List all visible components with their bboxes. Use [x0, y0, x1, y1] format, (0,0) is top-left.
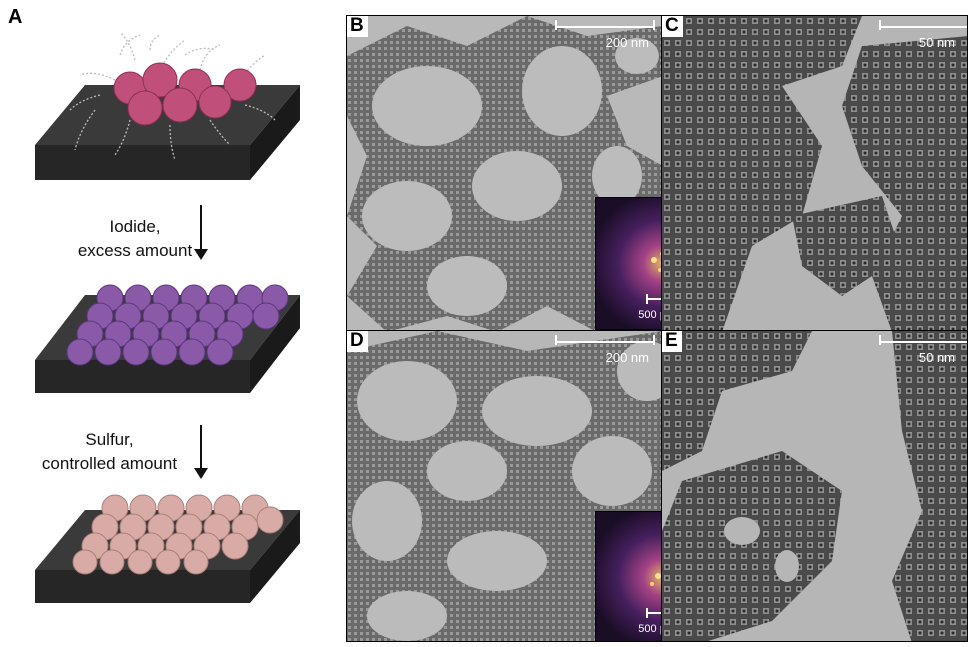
- tem-image-e: [662, 331, 967, 641]
- scale-bar-e: 50 nm: [879, 335, 967, 369]
- tem-panel-e: E 50 nm: [661, 330, 968, 642]
- scale-bar-label-b: 200 nm: [605, 35, 649, 50]
- step2-text: Sulfur, controlled amount: [22, 428, 197, 476]
- tem-image-c: [662, 16, 967, 330]
- tem-panel-c: C 50 nm: [661, 15, 968, 331]
- tem-panel-d: D 200 nm 500 µm⁻¹: [346, 330, 662, 642]
- fft-pattern-b: [596, 198, 661, 329]
- step1-text: Iodide, excess amount: [60, 215, 210, 263]
- scale-bar-d: 200 nm: [555, 335, 655, 369]
- fft-scale-bar-b: [646, 294, 661, 304]
- scale-bar-label-d: 200 nm: [605, 350, 649, 365]
- fft-pattern-d: [596, 512, 661, 641]
- tem-image-b: [347, 16, 661, 330]
- step1-line2: excess amount: [77, 241, 193, 260]
- fft-scale-label-d: 500 µm⁻¹: [638, 623, 661, 635]
- panel-label-c: C: [662, 16, 683, 37]
- nanocrystals-initial: [113, 62, 257, 126]
- tem-panel-b: B 200 nm 500 µm⁻¹: [346, 15, 662, 331]
- fft-inset-d: 500 µm⁻¹: [595, 511, 661, 641]
- scale-bar-b: 200 nm: [555, 20, 655, 54]
- fft-inset-b: 500 µm⁻¹: [595, 197, 661, 330]
- scale-bar-label-e: 50 nm: [918, 350, 955, 365]
- arrow-down-icon: [194, 425, 208, 479]
- panel-label-a: A: [8, 6, 23, 28]
- step2-line1: Sulfur,: [85, 430, 134, 449]
- nanocrystals-sulfur: [72, 494, 284, 575]
- scale-bar-label-c: 50 nm: [918, 35, 955, 50]
- arrow-down-icon: [194, 205, 208, 260]
- fft-scale-label-b: 500 µm⁻¹: [638, 309, 661, 321]
- scheme-panel-a: A: [0, 0, 340, 642]
- step2-line2: controlled amount: [41, 454, 178, 473]
- nanocrystals-iodide: [66, 284, 289, 366]
- ligand-chains: [69, 31, 276, 161]
- panel-label-d: D: [347, 331, 368, 352]
- scheme-drawing: [35, 31, 300, 603]
- panel-label-e: E: [662, 331, 682, 352]
- scale-bar-c: 50 nm: [879, 20, 967, 54]
- panel-label-b: B: [347, 16, 368, 37]
- step1-line1: Iodide,: [109, 217, 161, 236]
- tem-image-d: [347, 331, 661, 641]
- fft-scale-bar-d: [646, 608, 661, 618]
